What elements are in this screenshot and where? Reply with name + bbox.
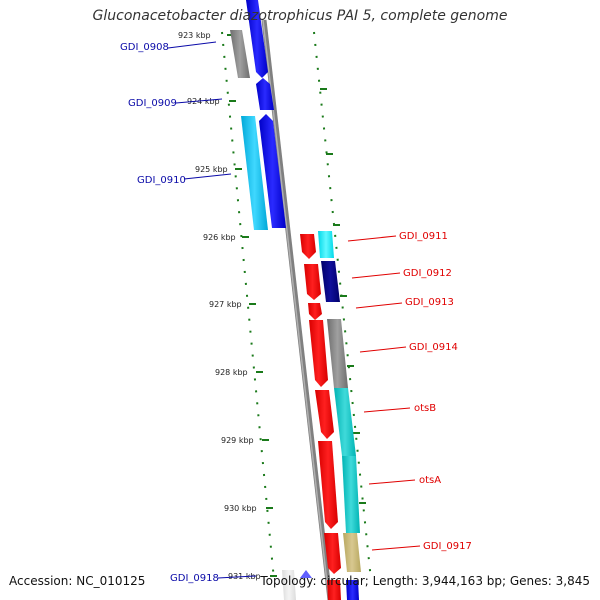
gene-label-gdi-0914[interactable]: GDI_0914	[409, 342, 458, 353]
gene-gdi-0912-navy[interactable]	[321, 261, 340, 302]
gene-label-gdi-0913[interactable]: GDI_0913	[405, 297, 454, 308]
tick-label: 924 kbp	[187, 97, 220, 106]
gene-gdi-0917[interactable]	[324, 533, 341, 574]
tick-label: 927 kbp	[209, 300, 242, 309]
genome-backbone-highlight	[262, 19, 330, 600]
gene-gdi-0908[interactable]	[246, 0, 268, 78]
gene-label-otsa[interactable]: otsA	[419, 475, 441, 486]
gene-gdi-0909[interactable]	[256, 78, 274, 110]
gene-gdi-0913[interactable]	[308, 303, 322, 320]
gene-gdi-0910-cyan[interactable]	[241, 116, 268, 230]
map-title: Gluconacetobacter diazotrophicus PAI 5, …	[92, 8, 508, 24]
gene-gdi-0908-block-gray[interactable]	[230, 30, 250, 78]
gene-gdi-0911[interactable]	[300, 234, 316, 259]
tick-label: 925 kbp	[195, 165, 228, 174]
gene-gdi-0912[interactable]	[304, 264, 321, 300]
topology-text: Topology: circular; Length: 3,944,163 bp…	[260, 574, 590, 588]
gene-bottom-blue[interactable]	[346, 580, 359, 600]
gene-label-gdi-0909[interactable]: GDI_0909	[128, 98, 177, 109]
accession-text: Accession: NC_010125	[9, 574, 146, 588]
gene-otsa[interactable]	[318, 441, 338, 529]
tick-label: 926 kbp	[203, 233, 236, 242]
gene-label-gdi-0917[interactable]: GDI_0917	[423, 541, 472, 552]
tick-mark-right	[320, 88, 366, 504]
gene-label-gdi-0908[interactable]: GDI_0908	[120, 42, 169, 53]
gene-label-gdi-0911[interactable]: GDI_0911	[399, 231, 448, 242]
gene-label-gdi-0910[interactable]: GDI_0910	[137, 175, 186, 186]
gene-label-otsb[interactable]: otsB	[414, 403, 436, 414]
gene-gdi-0910[interactable]	[259, 114, 286, 228]
gene-label-gdi-0912[interactable]: GDI_0912	[403, 268, 452, 279]
gene-otsa-teal[interactable]	[342, 456, 360, 533]
gene-gdi-0917-olive[interactable]	[343, 533, 361, 572]
leader-lines	[167, 41, 421, 579]
gene-gdi-0918-block[interactable]	[282, 570, 296, 600]
tick-label: 929 kbp	[221, 436, 254, 445]
gene-gdi-0914[interactable]	[309, 320, 328, 387]
tick-label: 928 kbp	[215, 368, 248, 377]
gene-bottom-red[interactable]	[327, 580, 341, 600]
gene-gdi-0911-cyan[interactable]	[318, 231, 334, 258]
tick-label: 923 kbp	[178, 31, 211, 40]
gene-otsb-teal[interactable]	[334, 388, 356, 456]
genome-backbone	[261, 19, 333, 600]
tick-label: 930 kbp	[224, 504, 257, 513]
gene-otsb[interactable]	[315, 390, 334, 439]
gene-label-gdi-0918[interactable]: GDI_0918	[170, 573, 219, 584]
gene-gdi-0914-gray[interactable]	[327, 319, 348, 388]
gene-gdi-0918[interactable]	[300, 570, 312, 578]
